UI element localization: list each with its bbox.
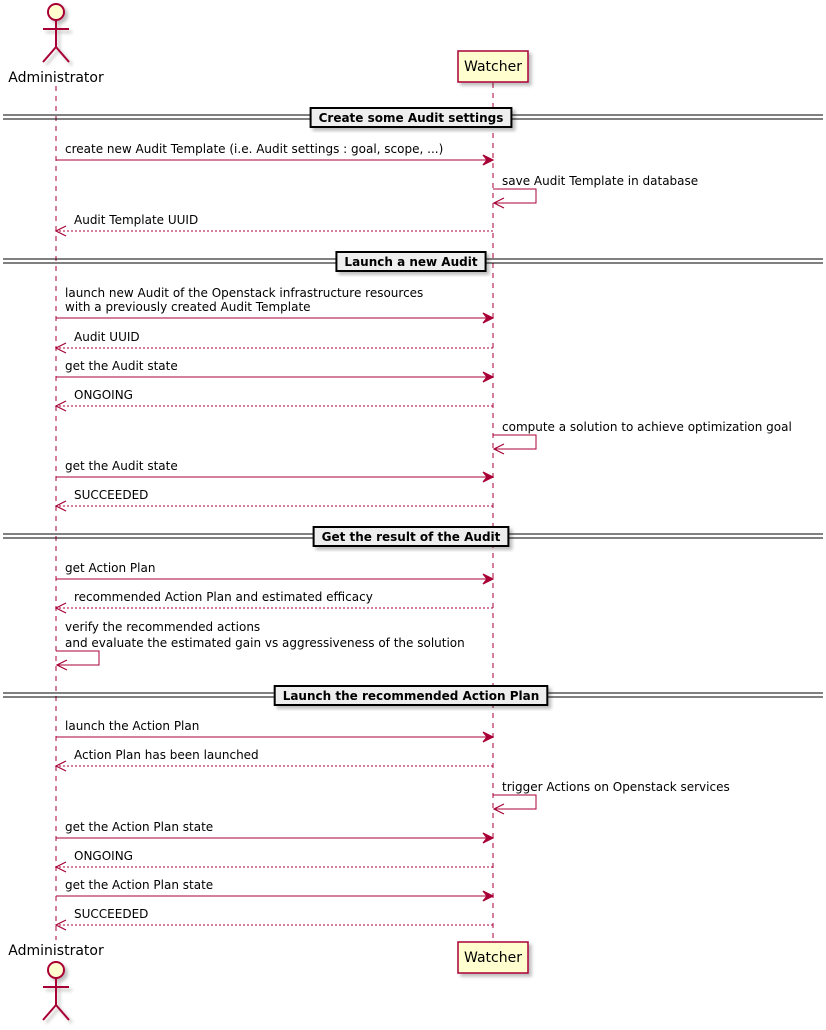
message-label: get the Audit state bbox=[65, 359, 178, 373]
message: Audit Template UUID bbox=[54, 213, 493, 237]
self-message: trigger Actions on Openstack services bbox=[492, 780, 730, 815]
message-label: Audit UUID bbox=[74, 330, 140, 344]
message: launch new Audit of the Openstack infras… bbox=[56, 286, 495, 324]
message-label: create new Audit Template (i.e. Audit se… bbox=[65, 142, 443, 156]
actor-administrator-top bbox=[42, 3, 70, 63]
divider-box bbox=[335, 251, 487, 272]
message: SUCCEEDED bbox=[54, 488, 493, 512]
arrowhead-icon bbox=[54, 225, 67, 237]
actor-head-icon bbox=[47, 961, 65, 979]
arrowhead-icon bbox=[54, 400, 67, 412]
message: Audit UUID bbox=[54, 330, 493, 354]
message: get the Action Plan state bbox=[56, 878, 495, 902]
self-arrow-line bbox=[493, 434, 537, 450]
arrowhead-icon bbox=[482, 312, 495, 324]
message-label: ONGOING bbox=[74, 388, 133, 402]
self-message: verify the recommended actions and evalua… bbox=[55, 620, 465, 671]
divider-box bbox=[273, 685, 549, 706]
participant-watcher-bottom-label: Watcher bbox=[464, 950, 522, 966]
self-arrow-line bbox=[493, 188, 537, 204]
arrowhead-icon bbox=[492, 443, 505, 455]
message: ONGOING bbox=[54, 388, 493, 412]
message: get the Action Plan state bbox=[56, 820, 495, 844]
divider-label: Get the result of the Audit bbox=[322, 530, 501, 544]
arrowhead-icon bbox=[54, 861, 67, 873]
message-label: ONGOING bbox=[74, 849, 133, 863]
arrowhead-icon bbox=[482, 471, 495, 483]
section-divider: Launch a new Audit bbox=[3, 251, 823, 272]
actor-body-icon bbox=[42, 20, 70, 63]
divider-box bbox=[309, 107, 513, 128]
divider-box bbox=[312, 526, 510, 547]
actor-administrator-top-label: Administrator bbox=[8, 70, 104, 86]
arrowhead-icon bbox=[482, 154, 495, 166]
message: create new Audit Template (i.e. Audit se… bbox=[56, 142, 495, 166]
divider-label: Launch the recommended Action Plan bbox=[283, 689, 540, 703]
divider-label: Create some Audit settings bbox=[319, 111, 504, 125]
arrowhead-icon bbox=[482, 832, 495, 844]
message-label: Action Plan has been launched bbox=[74, 748, 259, 762]
message: SUCCEEDED bbox=[54, 907, 493, 931]
arrowhead-icon bbox=[54, 342, 67, 354]
actor-body-icon bbox=[42, 978, 70, 1021]
message-label: verify the recommended actions bbox=[65, 620, 260, 634]
message-label: save Audit Template in database bbox=[502, 174, 698, 188]
message-label: launch the Action Plan bbox=[65, 719, 199, 733]
message-label: launch new Audit of the Openstack infras… bbox=[65, 286, 423, 300]
message-label: trigger Actions on Openstack services bbox=[502, 780, 730, 794]
message-label: Audit Template UUID bbox=[74, 213, 198, 227]
message: get the Audit state bbox=[56, 459, 495, 483]
message: ONGOING bbox=[54, 849, 493, 873]
message-label: get the Action Plan state bbox=[65, 820, 213, 834]
self-message: save Audit Template in database bbox=[492, 174, 698, 209]
participant-watcher-top bbox=[457, 50, 529, 83]
self-arrow-line bbox=[56, 650, 100, 666]
arrowhead-icon bbox=[482, 731, 495, 743]
section-divider: Launch the recommended Action Plan bbox=[3, 685, 823, 706]
arrowhead-icon bbox=[54, 919, 67, 931]
arrowhead-icon bbox=[492, 197, 505, 209]
arrowhead-icon bbox=[54, 760, 67, 772]
message: launch the Action Plan bbox=[56, 719, 495, 743]
arrowhead-icon bbox=[482, 890, 495, 902]
divider-label: Launch a new Audit bbox=[344, 255, 477, 269]
message: get Action Plan bbox=[56, 561, 495, 585]
message-label: get Action Plan bbox=[65, 561, 155, 575]
message-label: SUCCEEDED bbox=[74, 488, 148, 502]
actor-administrator-bottom bbox=[42, 961, 70, 1021]
arrowhead-icon bbox=[482, 573, 495, 585]
message-label: get the Action Plan state bbox=[65, 878, 213, 892]
message-label: get the Audit state bbox=[65, 459, 178, 473]
message: recommended Action Plan and estimated ef… bbox=[54, 590, 493, 614]
self-arrow-line bbox=[493, 794, 537, 810]
message: Action Plan has been launched bbox=[54, 748, 493, 772]
section-divider: Create some Audit settings bbox=[3, 107, 823, 128]
message: get the Audit state bbox=[56, 359, 495, 383]
arrowhead-icon bbox=[55, 659, 68, 671]
participant-watcher-top-label: Watcher bbox=[464, 59, 522, 75]
arrowhead-icon bbox=[54, 500, 67, 512]
section-divider: Get the result of the Audit bbox=[3, 526, 823, 547]
message-label: with a previously created Audit Template bbox=[65, 300, 311, 314]
message-label: compute a solution to achieve optimizati… bbox=[502, 420, 792, 434]
message-label: and evaluate the estimated gain vs aggre… bbox=[65, 636, 465, 650]
actor-administrator-bottom-label: Administrator bbox=[8, 943, 104, 959]
message-label: recommended Action Plan and estimated ef… bbox=[74, 590, 373, 604]
participant-watcher-bottom bbox=[457, 941, 529, 974]
arrowhead-icon bbox=[482, 371, 495, 383]
message-label: SUCCEEDED bbox=[74, 907, 148, 921]
self-message: compute a solution to achieve optimizati… bbox=[492, 420, 792, 455]
arrowhead-icon bbox=[492, 803, 505, 815]
arrowhead-icon bbox=[54, 602, 67, 614]
actor-head-icon bbox=[47, 3, 65, 21]
